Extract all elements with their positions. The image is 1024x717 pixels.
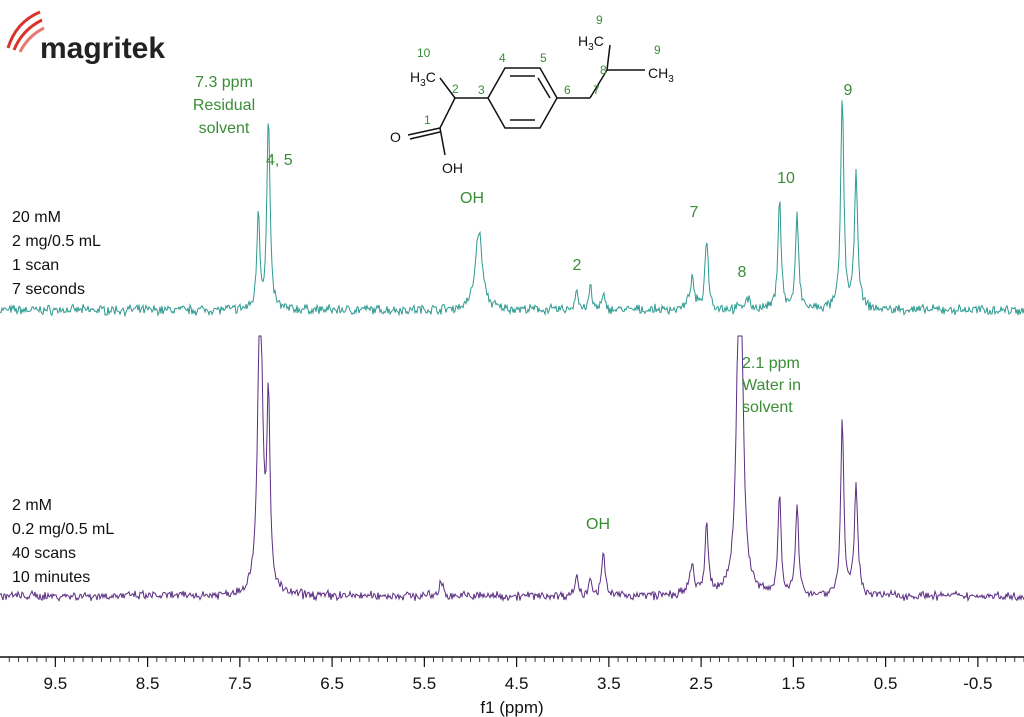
logo-arcs-icon [6,10,45,53]
condition-top-mass: 2 mg/0.5 mL [12,233,101,250]
carbonyl-o-label: O [390,129,401,145]
x-tick-label: 4.5 [505,674,529,693]
x-tick-label: 1.5 [782,674,806,693]
atom-number-9-right: 9 [654,43,661,57]
annotation-h10: 10 [777,170,795,187]
condition-top-concentration: 20 mM [12,209,61,226]
annotation-h9: 9 [844,82,853,99]
x-tick-label: 5.5 [413,674,437,693]
atom-number-9-top: 9 [596,13,603,27]
annotation-water-line2: Water in [742,377,801,394]
annotation-water-line1: 2.1 ppm [742,355,800,372]
condition-top-scans: 1 scan [12,257,59,274]
condition-top-time: 7 seconds [12,281,85,298]
x-tick-label: -0.5 [963,674,992,693]
annotation-oh-top: OH [460,190,484,207]
x-tick-label: 2.5 [689,674,713,693]
conditions-bottom: 2 mM 0.2 mg/0.5 mL 40 scans 10 minutes [12,497,114,586]
x-tick-label: 9.5 [44,674,68,693]
annotation-oh-bottom: OH [586,516,610,533]
atom-number-3: 3 [478,83,485,97]
x-axis: 9.5 8.5 7.5 6.5 5.5 4.5 3.5 2.5 1.5 0.5 -0.5 f1 (p… [0,656,1024,717]
annotation-h8: 8 [738,264,747,281]
annotation-residual-line1: 7.3 ppm [195,74,253,91]
logo-text: magritek [40,32,165,65]
atom-number-7: 7 [593,83,600,97]
annotation-water-line3: solvent [742,399,793,416]
atom-number-8: 8 [600,63,607,77]
condition-bottom-mass: 0.2 mg/0.5 mL [12,521,114,538]
x-tick-label: 3.5 [597,674,621,693]
atom-number-1: 1 [424,113,431,127]
atom-number-2: 2 [452,82,459,96]
hydroxyl-label: OH [442,160,463,176]
molecule-bonds [407,44,645,156]
x-tick-label: 8.5 [136,674,160,693]
x-axis-label: f1 (ppm) [480,698,543,717]
ch3-right-label: CH3 [648,65,674,85]
spectrum-trace-2mM [0,335,1024,603]
magritek-logo: magritek [6,10,165,65]
x-axis-ticks: 9.5 8.5 7.5 6.5 5.5 4.5 3.5 2.5 1.5 0.5 -0.5 [8,657,1024,693]
atom-number-4: 4 [499,51,506,65]
annotation-h7: 7 [690,204,699,221]
x-tick-label: 7.5 [228,674,252,693]
ch3-top-label: H3C [578,33,604,53]
spectrum-trace-20mM [0,100,1024,318]
peak-annotations: 7.3 ppm Residual solvent 4, 5 OH 2 7 8 1… [193,74,853,533]
atom-number-5: 5 [540,51,547,65]
annotation-h2: 2 [573,257,582,274]
condition-bottom-scans: 40 scans [12,545,76,562]
annotation-residual-line3: solvent [199,120,250,137]
condition-bottom-concentration: 2 mM [12,497,52,514]
annotation-h45: 4, 5 [266,152,293,169]
atom-number-6: 6 [564,83,571,97]
ch3-left-label: H3C [410,69,436,89]
annotation-residual-line2: Residual [193,97,255,114]
atom-number-10: 10 [417,46,431,60]
conditions-top: 20 mM 2 mg/0.5 mL 1 scan 7 seconds [12,209,101,298]
x-tick-label: 0.5 [874,674,898,693]
x-tick-label: 6.5 [320,674,344,693]
condition-bottom-time: 10 minutes [12,569,90,586]
molecule-structure: H3C H3C CH3 O OH 10 2 1 3 4 5 6 7 8 9 9 [390,13,674,176]
